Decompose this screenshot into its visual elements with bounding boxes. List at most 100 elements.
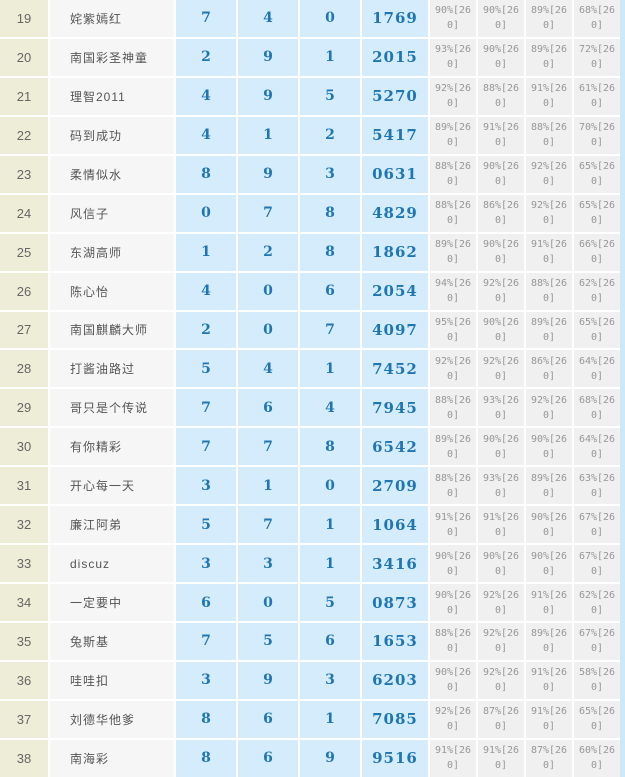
digit-cell-3: 3 [300,155,360,193]
percent-cell-2: 93%[260] [478,389,524,427]
percent-cell-2: 86%[260] [478,194,524,232]
digit-cell-3: 2 [300,116,360,154]
percent-cell-4: 65%[260] [574,311,620,349]
digit-cell-3: 1 [300,545,360,583]
percent-cell-1: 90%[260] [430,0,476,37]
percent-cell-2: 92%[260] [478,623,524,660]
digit-cell-3: 1 [300,350,360,388]
percent-cell-4: 65%[260] [574,700,620,738]
player-name-cell[interactable]: 有你精彩 [50,428,174,466]
digit-cell-3: 4 [300,389,360,427]
percent-cell-2: 90%[260] [478,428,524,466]
digit-cell-3: 3 [300,661,360,699]
digit-cell-3: 1 [300,38,360,76]
rank-cell: 34 [0,584,48,621]
percent-cell-1: 89%[260] [430,116,476,154]
digit-cell-3: 1 [300,506,360,544]
percent-cell-2: 92%[260] [478,584,524,621]
percent-cell-3: 91%[260] [526,661,572,699]
rank-cell: 22 [0,116,48,154]
percent-cell-2: 91%[260] [478,506,524,544]
digit-cell-3: 6 [300,623,360,660]
number-cell: 1862 [362,233,428,271]
rank-cell: 37 [0,700,48,738]
percent-cell-1: 89%[260] [430,428,476,466]
digit-cell-2: 1 [238,467,298,505]
digit-cell-3: 0 [300,467,360,505]
player-name-cell[interactable]: 码到成功 [50,116,174,154]
percent-cell-3: 88%[260] [526,116,572,154]
number-cell: 2709 [362,467,428,505]
digit-cell-1: 2 [176,38,236,76]
percent-cell-4: 67%[260] [574,506,620,544]
player-name-cell[interactable]: 南国麒麟大师 [50,311,174,349]
player-name-cell[interactable]: 一定要中 [50,584,174,621]
percent-cell-2: 87%[260] [478,700,524,738]
percent-cell-4: 65%[260] [574,194,620,232]
digit-cell-1: 2 [176,311,236,349]
percent-cell-4: 63%[260] [574,467,620,505]
digit-cell-3: 6 [300,272,360,310]
digit-cell-1: 7 [176,623,236,660]
number-cell: 7452 [362,350,428,388]
number-cell: 1769 [362,0,428,37]
player-name-cell[interactable]: 南国彩圣神童 [50,38,174,76]
digit-cell-3: 8 [300,428,360,466]
percent-cell-4: 68%[260] [574,389,620,427]
player-name-cell[interactable]: 姹紫嫣红 [50,0,174,37]
player-name-cell[interactable]: 哇哇扣 [50,661,174,699]
player-name-cell[interactable]: 廉江阿弟 [50,506,174,544]
rank-cell: 28 [0,350,48,388]
percent-cell-2: 92%[260] [478,350,524,388]
player-name-cell[interactable]: 东湖高师 [50,233,174,271]
player-name-cell[interactable]: 陈心怡 [50,272,174,310]
player-name-cell[interactable]: 兔斯基 [50,623,174,660]
rank-cell: 31 [0,467,48,505]
number-cell: 4829 [362,194,428,232]
digit-cell-1: 3 [176,467,236,505]
player-name-cell[interactable]: 理智2011 [50,77,174,115]
number-cell: 2054 [362,272,428,310]
digit-cell-2: 6 [238,739,298,777]
digit-cell-2: 7 [238,194,298,232]
percent-cell-4: 72%[260] [574,38,620,76]
player-name-cell[interactable]: discuz [50,545,174,583]
digit-cell-2: 0 [238,272,298,310]
player-name-cell[interactable]: 南海彩 [50,739,174,777]
percent-cell-3: 87%[260] [526,739,572,777]
digit-cell-1: 8 [176,739,236,777]
number-cell: 7085 [362,700,428,738]
percent-cell-2: 92%[260] [478,272,524,310]
percent-cell-4: 67%[260] [574,545,620,583]
percent-cell-3: 92%[260] [526,194,572,232]
percent-cell-2: 90%[260] [478,38,524,76]
player-name-cell[interactable]: 风信子 [50,194,174,232]
digit-cell-1: 7 [176,428,236,466]
percent-cell-1: 92%[260] [430,350,476,388]
percent-cell-2: 93%[260] [478,467,524,505]
player-name-cell[interactable]: 柔情似水 [50,155,174,193]
player-name-cell[interactable]: 开心每一天 [50,467,174,505]
digit-cell-2: 9 [238,77,298,115]
number-cell: 7945 [362,389,428,427]
number-cell: 4097 [362,311,428,349]
number-cell: 5417 [362,116,428,154]
table-right-border [620,0,625,777]
digit-cell-3: 7 [300,311,360,349]
percent-cell-1: 90%[260] [430,584,476,621]
digit-cell-2: 7 [238,428,298,466]
percent-cell-1: 91%[260] [430,506,476,544]
number-cell: 2015 [362,38,428,76]
number-cell: 0873 [362,584,428,621]
player-name-cell[interactable]: 刘德华他爹 [50,700,174,738]
percent-cell-3: 90%[260] [526,545,572,583]
percent-cell-1: 90%[260] [430,661,476,699]
percent-cell-1: 93%[260] [430,38,476,76]
percent-cell-4: 65%[260] [574,155,620,193]
percent-cell-4: 66%[260] [574,233,620,271]
percent-cell-2: 91%[260] [478,116,524,154]
player-name-cell[interactable]: 哥只是个传说 [50,389,174,427]
digit-cell-2: 0 [238,311,298,349]
player-name-cell[interactable]: 打酱油路过 [50,350,174,388]
